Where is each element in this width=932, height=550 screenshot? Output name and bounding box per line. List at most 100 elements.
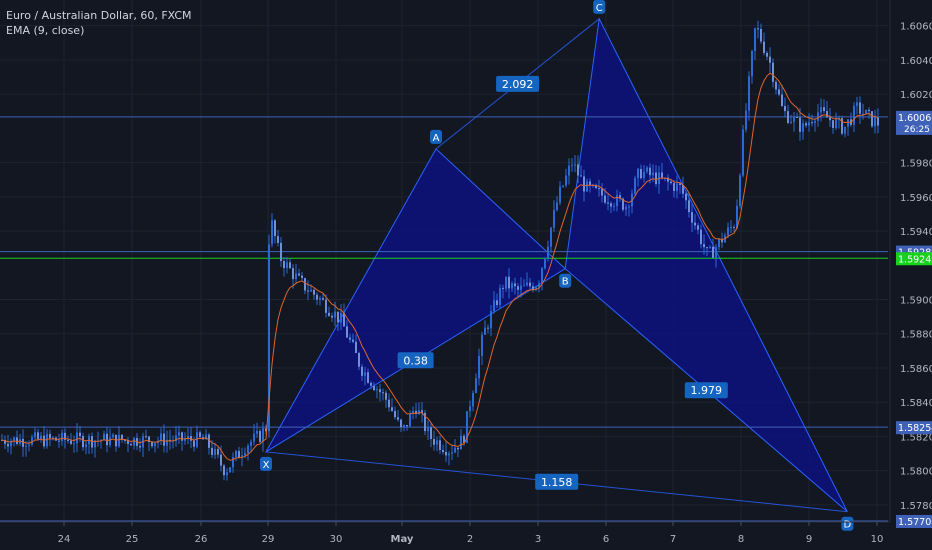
candle-body [598,188,600,189]
price-tick-label: 1.59800 [900,159,932,170]
candle-body [727,227,729,235]
candle-body [346,326,348,337]
candle-body [835,119,837,128]
point-label-x: X [263,460,270,471]
candle-body [871,111,873,126]
point-label-b: B [562,277,569,288]
candle-body [508,277,510,289]
time-tick-label: 6 [603,534,609,545]
candle-body [58,441,60,442]
candle-body [775,82,777,90]
time-tick-label: 3 [535,534,541,545]
price-tick-label: 1.58600 [900,364,932,375]
candle-body [754,28,756,51]
candle-body [130,444,132,445]
candle-body [496,300,498,305]
candle-body [277,236,279,243]
candle-body [253,434,255,442]
time-tick-label: 7 [670,534,676,545]
countdown-label: 26:25 [904,125,930,135]
candle-body [70,441,72,444]
price-tick-label: 1.58000 [900,467,932,478]
candle-body [394,411,396,417]
candle-body [430,427,432,439]
candle-body [469,406,471,411]
candle-body [853,106,855,125]
candle-body [526,283,528,286]
candle-body [154,443,156,446]
candle-body [652,173,654,176]
candle-body [820,107,822,112]
candle-body [217,449,219,455]
candle-body [829,118,831,121]
candle-body [574,164,576,165]
candle-body [460,436,462,450]
candle-body [259,431,261,442]
candle-body [556,203,558,210]
candle-body [511,283,513,288]
candle-body [847,119,849,126]
candle-body [316,295,318,300]
candle-body [304,278,306,290]
candle-body [805,123,807,125]
candle-body [76,433,78,444]
candle-body [649,168,651,176]
candle-body [151,442,153,446]
candle-body [256,431,258,434]
candle-body [625,207,627,210]
candle-body [232,457,234,467]
candle-body [751,51,753,76]
candle-body [445,452,447,455]
candle-body [565,176,567,186]
candle-body [391,407,393,411]
candle-body [610,203,612,206]
candle-body [637,169,639,178]
candle-body [868,110,870,111]
price-axis[interactable]: 1.60600 1.60400 1.60200 1.59800 1.59600 1.594… [890,0,932,550]
candle-body [799,117,801,131]
candle-body [178,432,180,435]
candle-body [244,453,246,455]
candle-body [817,112,819,121]
candle-body [442,450,444,452]
candle-body [376,389,378,390]
ratio-label: 1.979 [691,384,723,397]
candle-body [784,106,786,111]
candle-body [628,206,630,207]
candle-body [487,328,489,329]
candle-body [427,427,429,431]
candle-body [322,298,324,300]
candle-body [484,328,486,335]
price-tick-label: 1.59400 [900,227,932,238]
time-tick-label: 10 [871,534,884,545]
candle-body [472,393,474,406]
price-level-label: 1.58254 [898,423,932,434]
time-tick-label: 24 [58,534,71,545]
candle-body [364,372,366,376]
candle-body [802,123,804,132]
candle-body [505,277,507,289]
candle-body [61,433,63,441]
candle-body [865,110,867,114]
candle-body [250,442,252,446]
candle-body [790,122,792,123]
candle-body [769,57,771,63]
candle-body [325,300,327,313]
candle-body [877,118,879,126]
candle-body [748,76,750,110]
candle-body [247,446,249,453]
candle-body [388,400,390,408]
candle-body [811,122,813,123]
candle-body [553,210,555,228]
candle-body [481,335,483,356]
candle-body [181,432,183,440]
point-label-a: A [433,133,440,144]
candle-body [307,291,309,292]
candle-body [700,230,702,244]
candle-body [778,89,780,94]
candle-body [646,168,648,172]
price-level-label: 1.60067 [898,113,932,124]
price-tick-label: 1.58400 [900,398,932,409]
